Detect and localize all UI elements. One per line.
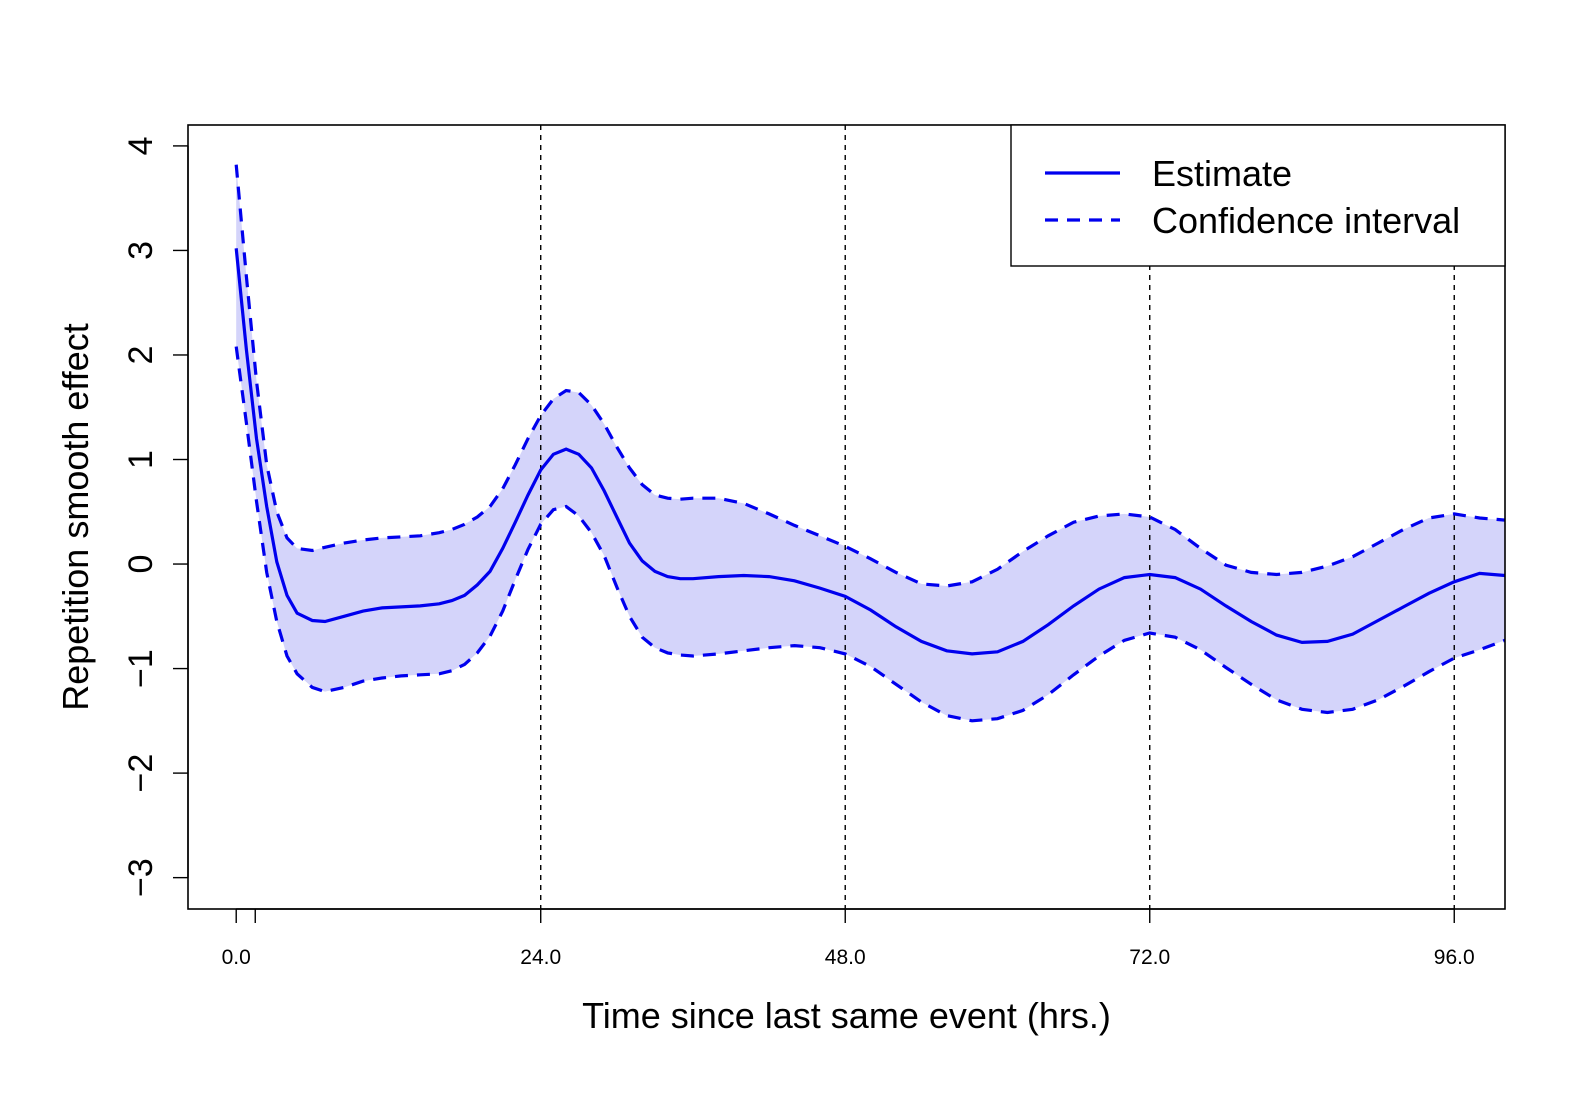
ci-upper-line (234, 164, 1506, 588)
legend-label-confidence-interval: Confidence interval (1152, 200, 1460, 241)
legend-box (1010, 124, 1506, 267)
y-axis: −3 −2 −1 0 1 2 3 4 (122, 136, 189, 897)
y-axis-title: Repetition smooth effect (55, 323, 96, 711)
x-tick-label: 24.0 (520, 946, 561, 969)
series-layer (234, 164, 1506, 723)
x-tick-label: 48.0 (825, 946, 866, 969)
legend: Estimate Confidence interval (1010, 124, 1506, 267)
legend-label-estimate: Estimate (1152, 153, 1292, 194)
y-tick-label: 4 (122, 136, 160, 155)
x-axis-title: Time since last same event (hrs.) (582, 995, 1111, 1036)
x-tick-label: 72.0 (1129, 946, 1170, 969)
y-tick-label: 2 (122, 346, 160, 365)
y-tick-label: −3 (122, 858, 160, 897)
y-tick-label: 0 (122, 555, 160, 574)
ci-lower-line (234, 346, 1506, 723)
y-tick-label: 3 (122, 241, 160, 260)
x-tick-label: 96.0 (1434, 946, 1475, 969)
estimate-line (234, 248, 1506, 656)
y-tick-label: −1 (122, 649, 160, 688)
x-axis: 0.0 24.0 48.0 72.0 96.0 (222, 908, 1475, 969)
y-tick-label: −2 (122, 754, 160, 793)
x-tick-label: 0.0 (222, 946, 251, 969)
y-tick-label: 1 (122, 450, 160, 469)
